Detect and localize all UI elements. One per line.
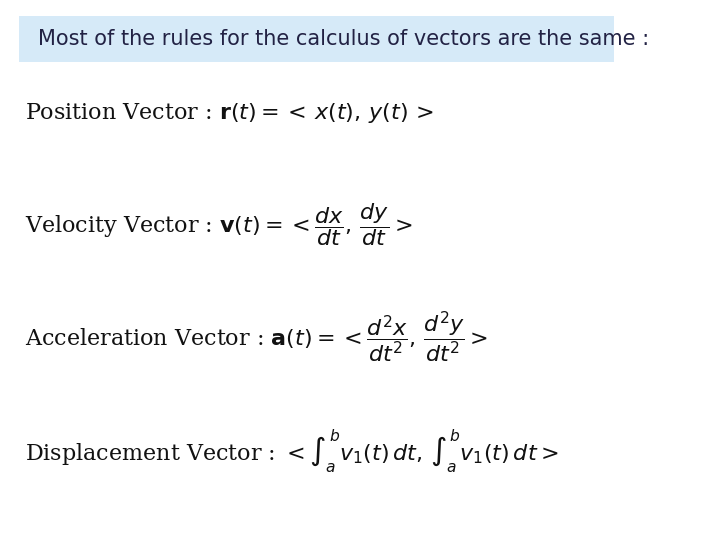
Text: Acceleration Vector : $\mathbf{a}(t) = <\dfrac{d^{2}x}{dt^{2}},\, \dfrac{d^{2}y}: Acceleration Vector : $\mathbf{a}(t) = <… (25, 309, 489, 366)
FancyBboxPatch shape (19, 16, 614, 62)
Text: Most of the rules for the calculus of vectors are the same :: Most of the rules for the calculus of ve… (38, 29, 649, 50)
Text: Position Vector : $\mathbf{r}(t) = <\, x(t),\, y(t)\, >$: Position Vector : $\mathbf{r}(t) = <\, x… (25, 102, 434, 125)
Text: Displacement Vector : $<\int_{a}^{b} v_1(t)\,dt,\, \int_{a}^{b} v_1(t)\,dt>$: Displacement Vector : $<\int_{a}^{b} v_1… (25, 427, 559, 475)
Text: Velocity Vector : $\mathbf{v}(t) = <\dfrac{dx}{dt},\, \dfrac{dy}{dt}>$: Velocity Vector : $\mathbf{v}(t) = <\dfr… (25, 201, 413, 247)
